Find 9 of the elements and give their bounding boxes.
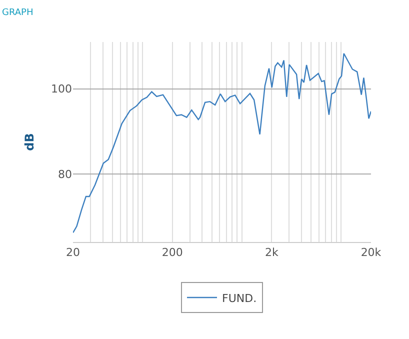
chart-title: GRAPH: [2, 8, 34, 18]
y-tick-label: 100: [51, 82, 72, 96]
x-tick-label: 2k: [264, 246, 279, 260]
x-tick-label: 20: [66, 246, 80, 260]
x-tick-label: 20k: [360, 246, 382, 260]
x-tick-label: 200: [162, 246, 183, 260]
y-axis-title: dB: [22, 133, 36, 151]
legend-label: FUND.: [222, 292, 257, 305]
y-tick-label: 80: [58, 168, 72, 181]
